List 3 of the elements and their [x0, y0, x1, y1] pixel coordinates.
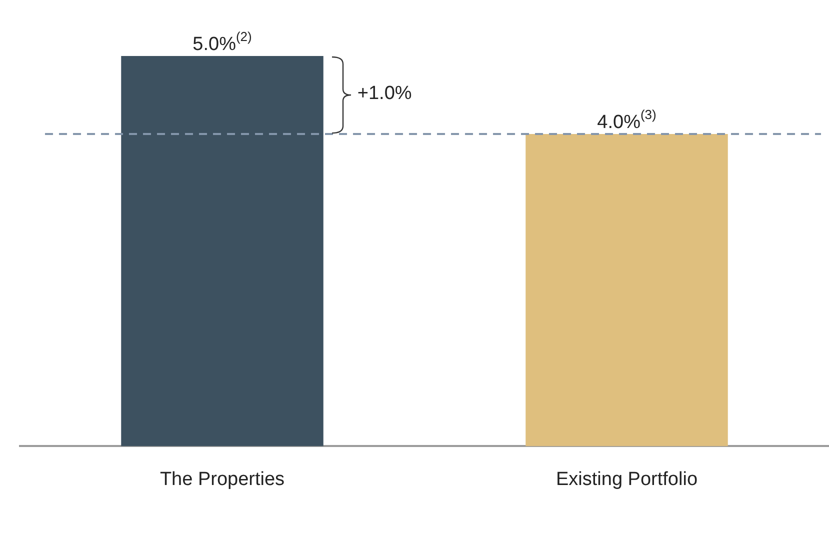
x-tick-label: The Properties — [160, 468, 285, 490]
x-tick-label: Existing Portfolio — [556, 468, 698, 490]
annotation: +1.0% — [357, 83, 412, 106]
